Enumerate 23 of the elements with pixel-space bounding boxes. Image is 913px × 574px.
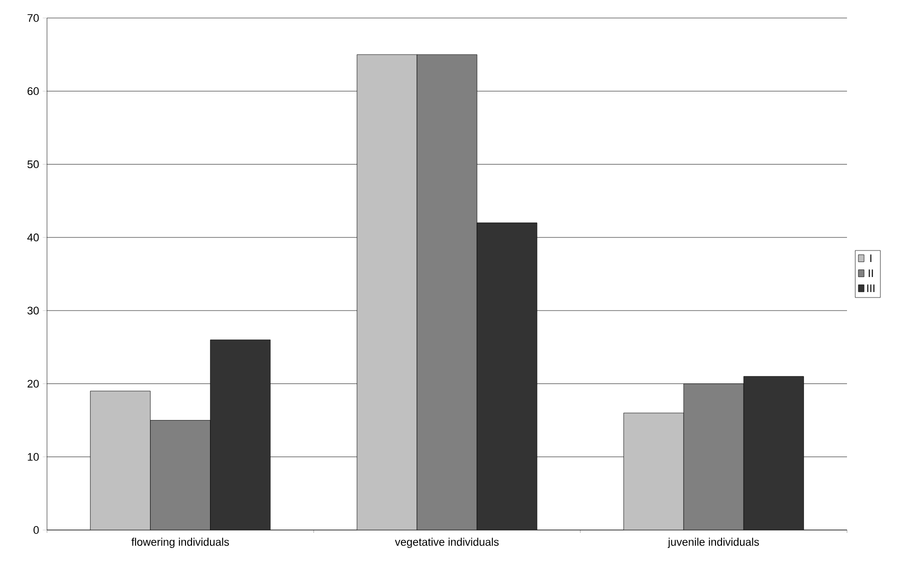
bar: [683, 384, 744, 530]
y-tick-label: 10: [28, 452, 39, 461]
y-tick-label: 30: [27, 306, 39, 314]
bar: [90, 390, 151, 530]
y-tick-label: 70: [28, 14, 39, 22]
y-tick-label: 60: [28, 87, 39, 96]
y-tick-label: 20: [28, 380, 39, 388]
bar: [356, 54, 418, 530]
x-tick-label: juvenile individuals: [668, 538, 759, 548]
bar: [623, 412, 684, 530]
y-tick-label: 0: [34, 526, 39, 534]
bar: [476, 222, 538, 530]
legend-label: II: [868, 269, 873, 278]
bar: [743, 376, 804, 530]
legend-label: I: [870, 254, 872, 262]
x-tick-label: vegetative individuals: [394, 538, 499, 548]
legend-label: III: [867, 284, 874, 292]
y-tick-label: 40: [27, 234, 39, 242]
bar: [416, 54, 478, 530]
bar: [210, 340, 271, 530]
x-tick-label: flowering individuals: [131, 538, 229, 548]
y-tick-label: 50: [27, 160, 39, 168]
bar: [150, 420, 211, 530]
